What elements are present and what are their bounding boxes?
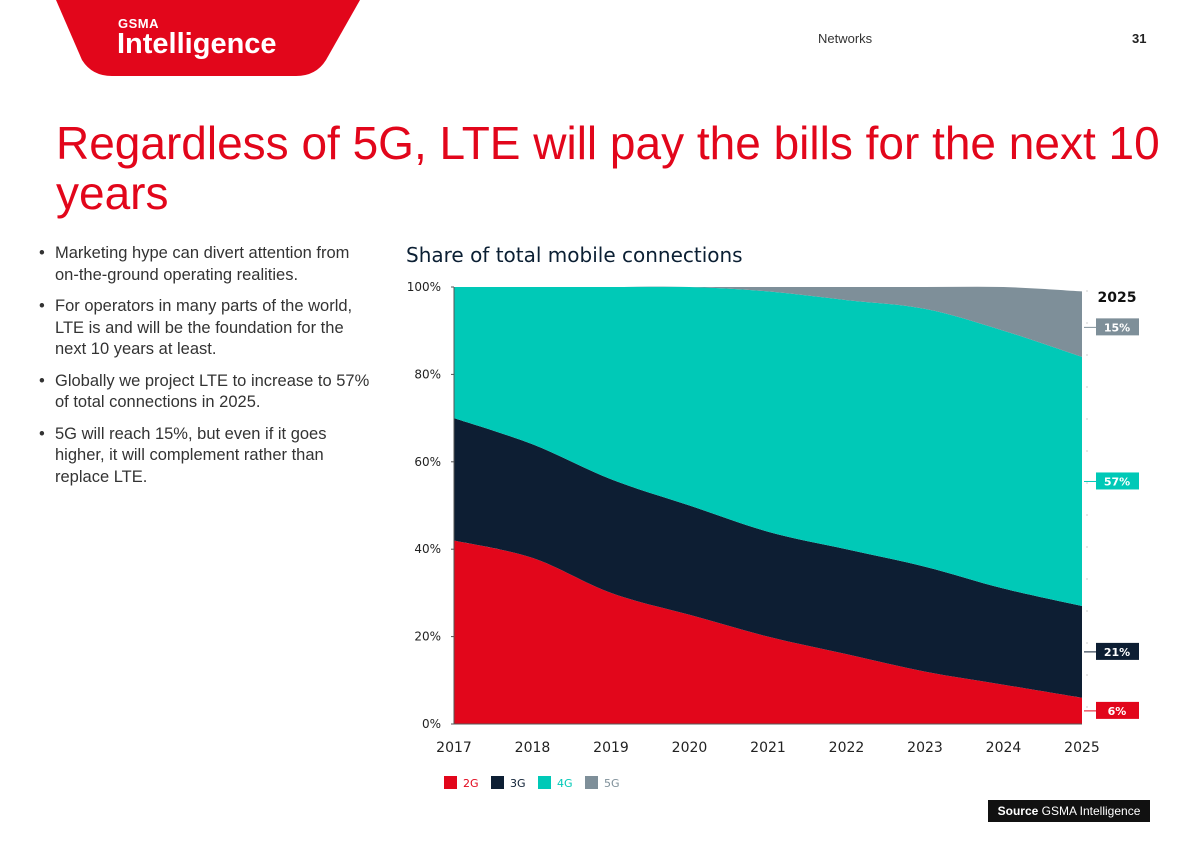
- page-number: 31: [1132, 31, 1147, 46]
- end-label-badge: [1096, 318, 1139, 336]
- legend-label-5g: 5G: [604, 777, 620, 790]
- x-tick-label: 2025: [1064, 740, 1100, 756]
- bullet-item: 5G will reach 15%, but even if it goes h…: [36, 424, 376, 489]
- y-tick-label: 80%: [414, 367, 441, 381]
- bullet-item: Globally we project LTE to increase to 5…: [36, 371, 376, 414]
- logo-intelligence-text: Intelligence: [117, 28, 277, 60]
- x-tick-label: 2023: [907, 740, 943, 756]
- end-label-value: 21%: [1104, 646, 1130, 659]
- y-tick-label: 0%: [422, 717, 441, 731]
- area-series-3g: [454, 418, 1082, 698]
- y-tick-label: 20%: [414, 630, 441, 644]
- gsma-intelligence-logo: GSMA Intelligence: [0, 0, 380, 78]
- bullet-item: Marketing hype can divert attention from…: [36, 243, 376, 286]
- x-tick-label: 2020: [672, 740, 708, 756]
- logo-gsma-text: GSMA: [118, 16, 159, 31]
- legend-label-4g: 4G: [557, 777, 573, 790]
- end-label-value: 6%: [1108, 705, 1127, 718]
- end-label-value: 15%: [1104, 321, 1130, 334]
- bullet-item: For operators in many parts of the world…: [36, 296, 376, 361]
- y-tick-label: 40%: [414, 542, 441, 556]
- y-tick-label: 60%: [414, 455, 441, 469]
- source-text: GSMA Intelligence: [1041, 804, 1141, 818]
- end-label-value: 57%: [1104, 475, 1130, 488]
- y-tick-label: 100%: [407, 280, 441, 294]
- area-series-5g: [454, 286, 1082, 357]
- x-tick-label: 2024: [986, 740, 1022, 756]
- area-series-2g: [454, 540, 1082, 724]
- end-label-badge: [1096, 472, 1139, 490]
- source-badge: Source GSMA Intelligence: [988, 800, 1150, 822]
- chart-title: Share of total mobile connections: [406, 243, 743, 267]
- x-tick-label: 2017: [436, 740, 472, 756]
- page-title: Regardless of 5G, LTE will pay the bills…: [56, 117, 1160, 219]
- x-tick-label: 2018: [515, 740, 551, 756]
- logo-background-shape: [56, 0, 360, 76]
- x-tick-label: 2022: [829, 740, 865, 756]
- legend-label-3g: 3G: [510, 777, 526, 790]
- area-series-4g: [454, 286, 1082, 607]
- x-tick-label: 2021: [750, 740, 786, 756]
- legend-swatch-4g: [538, 776, 551, 789]
- x-tick-label: 2019: [593, 740, 629, 756]
- legend-swatch-5g: [585, 776, 598, 789]
- legend-label-2g: 2G: [463, 777, 479, 790]
- section-label: Networks: [818, 31, 873, 46]
- source-label: Source: [997, 804, 1039, 818]
- end-label-badge: [1096, 642, 1139, 660]
- end-label-year: 2025: [1098, 290, 1137, 306]
- bullet-list: Marketing hype can divert attention from…: [36, 243, 376, 498]
- end-label-badge: [1096, 701, 1139, 719]
- legend-swatch-3g: [491, 776, 504, 789]
- legend-swatch-2g: [444, 776, 457, 789]
